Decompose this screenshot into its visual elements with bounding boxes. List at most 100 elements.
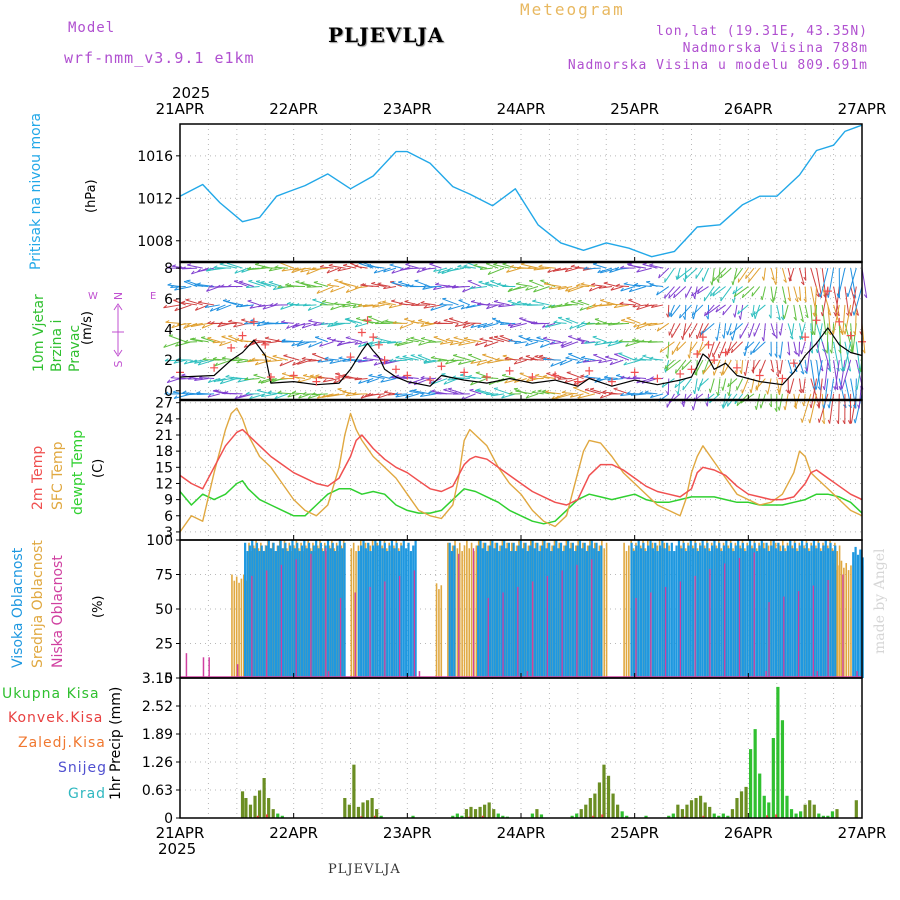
wind-arrow <box>195 304 209 311</box>
wind-arrow <box>712 267 726 282</box>
wind-arrow-head <box>823 331 827 335</box>
mid-cloud-bar <box>440 585 443 678</box>
wind-arrow-head <box>421 266 426 270</box>
wind-arrow-head <box>418 342 422 346</box>
xtick-bottom-label: 21APR <box>156 824 205 842</box>
wind-arrow <box>412 390 431 395</box>
wind-arrow <box>810 378 821 408</box>
wind-arrow-head <box>705 315 709 320</box>
wind-arrow-head <box>751 292 754 297</box>
wind-arrow <box>342 359 357 362</box>
wind-arrow <box>458 341 476 346</box>
low-cloud-bar <box>664 586 667 678</box>
wind-arrow <box>778 393 783 411</box>
low-cloud-bar <box>546 575 549 678</box>
wind-arrow-head <box>414 279 419 282</box>
total-rain-bar <box>253 795 257 818</box>
wind-arrow-head <box>596 377 601 381</box>
high-cloud-bar <box>267 540 270 678</box>
high-cloud-bar <box>334 551 337 678</box>
wind-arrow <box>329 359 345 364</box>
wind-arrow <box>484 341 499 348</box>
wind-arrow <box>821 341 831 371</box>
wind-arrow <box>834 360 840 390</box>
high-cloud-bar <box>536 542 539 678</box>
wind-arrow <box>656 322 670 332</box>
wind-arrow-head <box>479 337 484 340</box>
wind-gust-marker <box>835 317 844 326</box>
wind-arrow-head <box>625 343 629 347</box>
wind-arrow-head <box>715 308 719 313</box>
wind-arrow-head <box>345 317 350 320</box>
mid-cloud-bar <box>456 548 459 678</box>
wind-arrow <box>221 357 237 361</box>
wind-arrow <box>718 341 727 359</box>
wind-arrow <box>313 281 328 288</box>
wind-arrow <box>447 267 465 272</box>
wind-arrow-head <box>274 321 279 325</box>
wind-arrow-head <box>549 341 554 345</box>
wind-arrow-head <box>485 392 490 396</box>
wind-arrow-head <box>634 282 639 286</box>
high-cloud-bar <box>477 545 480 678</box>
low-cloud-bar <box>295 559 297 678</box>
wind-arrow-head <box>215 389 220 392</box>
wind-arrow <box>828 378 835 409</box>
wind-arrow <box>380 378 397 383</box>
temperature-ytick-label: 15 <box>155 460 173 476</box>
wind-arrow-head <box>262 305 267 310</box>
wind-arrow-head <box>210 321 215 325</box>
wind-arrow <box>418 320 431 324</box>
low-cloud-bar <box>310 553 312 678</box>
high-cloud-bar <box>374 540 377 678</box>
wind-arrow-head <box>599 269 604 274</box>
wind-arrow <box>566 372 584 380</box>
wind-arrow <box>648 322 664 327</box>
wind-arrow <box>702 359 710 375</box>
wind-arrow-head <box>253 373 258 376</box>
wind-arrow-head <box>803 298 807 303</box>
wind-arrow-head <box>649 283 654 286</box>
wind-arrow <box>343 264 357 269</box>
wind-arrow-head <box>377 394 381 399</box>
wind-arrow-head <box>470 360 475 364</box>
wind-arrow <box>303 375 317 380</box>
wind-gust-marker <box>357 328 366 337</box>
wind-gust-marker <box>551 371 560 380</box>
wind-arrow <box>809 393 818 424</box>
wind-arrow-head <box>783 300 787 305</box>
compass-arrows <box>112 303 124 357</box>
wind-arrow <box>509 322 527 329</box>
low-cloud-bar <box>827 580 829 678</box>
wind-arrow-head <box>859 367 862 372</box>
wind-arrow-head <box>656 327 660 332</box>
wind-arrow-head <box>303 373 308 376</box>
compass-s: S <box>112 360 125 367</box>
high-cloud-bar <box>744 551 747 678</box>
wind-arrow-head <box>853 404 857 409</box>
wind-arrow <box>736 378 744 391</box>
wind-arrow-head <box>842 420 846 425</box>
wind-arrow-head <box>424 321 429 325</box>
wind-arrow <box>717 378 721 396</box>
wind-arrow <box>671 341 681 355</box>
wind-arrow-head <box>744 346 747 351</box>
wind-arrow-head <box>836 420 839 425</box>
wind-arrow-head <box>486 305 490 310</box>
mid-cloud-bar <box>838 565 840 678</box>
wind-arrow-head <box>247 299 252 302</box>
wind-arrow-head <box>291 342 295 347</box>
wind-arrow-head <box>793 405 797 409</box>
wind-arrow <box>493 336 510 343</box>
wind-arrow <box>605 356 618 361</box>
wind-arrow <box>383 286 397 290</box>
wind-arrow-head <box>560 342 564 347</box>
wind-arrow-head <box>245 391 250 395</box>
wind-arrow <box>761 286 766 301</box>
wind-arrow-head <box>452 284 456 288</box>
low-cloud-bar <box>738 557 741 678</box>
wind-arrow-head <box>509 264 514 268</box>
wind-arrow <box>317 359 334 363</box>
wind-arrow <box>405 263 419 269</box>
wind-arrow <box>609 359 624 366</box>
